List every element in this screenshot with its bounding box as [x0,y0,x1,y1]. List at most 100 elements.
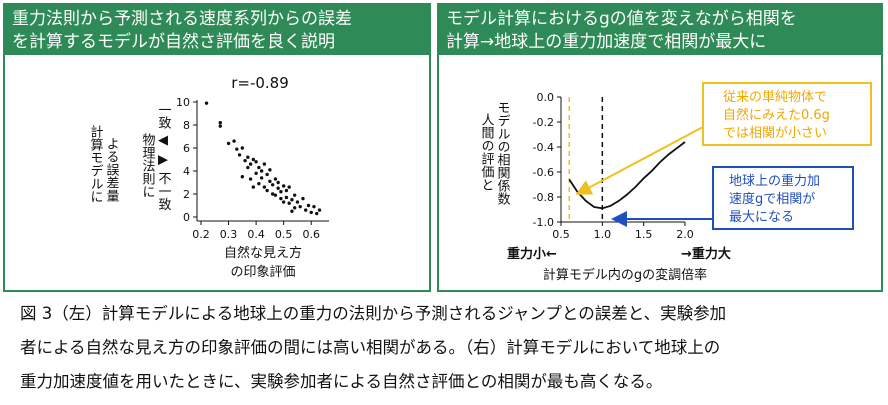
scatter-point [304,208,308,212]
scatter-point [281,200,286,204]
scatter-point [204,101,209,105]
left-panel: 重力法則から予測される速度系列からの誤差 を計算するモデルが自然さ評価を良く説明… [3,3,431,292]
scatter-point [251,157,256,162]
scatter-point [240,146,245,150]
left-title-line2: を計算するモデルが自然さ評価を良く説明 [12,32,335,52]
scatter-chart: r=-0.89 計算モデルに よる誤差量 物理法則に 一致 ◀ ▶ 不一致 0.… [88,74,329,280]
correlation-chart: 人間の評価と モデルの相関係数 0.5 1.0 1.5 2.0 0.0 -0.2 -0.4 -… [479,82,872,283]
scatter-point [265,188,269,193]
line-y-tick-label: -0.4 [533,141,554,154]
scatter-y-tick-label: 10 [176,96,190,109]
caption-line2: 者による自然な見え方の印象評価の間には高い相関がある。（右）計算モデルにおいて地… [20,338,721,357]
blue-annotation-line3: 最大になる [729,210,794,225]
left-panel-header: 重力法則から予測される速度系列からの誤差 を計算するモデルが自然さ評価を良く説明 [5,5,429,55]
scatter-x-tick-label: 0.5 [275,228,293,241]
left-x-label-line2: の印象評価 [230,265,295,280]
scatter-x-tick-label: 0.4 [247,228,265,241]
scatter-point [276,186,280,190]
scatter-point [287,201,291,205]
scatter-point [281,184,286,188]
left-title-line1: 重力法則から予測される速度系列からの誤差 [12,9,352,29]
scatter-y-tick-label: 6 [183,142,190,155]
scatter-y-tick-label: 0 [183,211,190,224]
scatter-points [204,101,322,216]
scatter-point [309,210,313,215]
left-y-label-outer-line1: 計算モデルに [88,124,104,203]
blue-annotation-box [712,166,854,230]
gravity-small-note: 重力小← [507,246,557,262]
left-y-label-outer-line2: よる誤差量 [104,137,120,202]
scatter-point [218,121,222,125]
left-y-label-outer: 計算モデルに よる誤差量 [88,124,120,203]
scatter-y-tick-label: 4 [183,165,190,178]
scatter-point [312,204,316,209]
scatter-point [292,206,297,210]
correlation-curve [568,141,686,210]
line-y-tick-label: -0.6 [533,166,554,179]
scatter-point [273,177,278,181]
yellow-arrow [575,126,704,195]
scatter-point [257,181,261,186]
line-series [568,141,686,210]
r-label: r=-0.89 [231,74,289,92]
right-title-line2: 計算→地球上の重力加速度で相関が最大に [446,32,767,52]
figure-caption: 図 3（左）計算モデルによる地球上の重力の法則から予測されるジャンプとの誤差と、… [20,297,880,399]
scatter-point [268,168,272,172]
scatter-point [218,124,222,128]
scatter-point [240,175,245,179]
scatter-point [268,179,272,184]
scatter-point [273,193,278,197]
caption-line1: 図 3（左）計算モデルによる地球上の重力の法則から予測されるジャンプとの誤差と、… [20,304,727,323]
scatter-point [270,183,275,187]
scatter-x-tick-label: 0.2 [192,228,210,241]
right-panel: モデル計算におけるgの値を変えながら相関を 計算→地球上の重力加速度で相関が最大… [437,3,883,292]
right-x-label: 計算モデル内のgの変調倍率 [543,267,707,283]
scatter-point [270,192,275,196]
right-y-label-line1: 人間の評価と [479,113,495,191]
scatter-point [279,190,283,194]
line-x-tick-label: 1.5 [635,228,653,241]
line-x-tick-label: 1.0 [594,228,612,241]
scatter-point [287,185,291,189]
line-y-tick-label: -0.2 [533,116,554,129]
scatter-point [298,204,302,209]
scatter-point [259,176,264,180]
scatter-point [290,198,294,202]
scatter-point [262,162,267,166]
scatter-point [306,203,311,208]
scatter-point [290,209,294,213]
scatter-point [243,158,247,163]
scatter-point [246,165,250,170]
scatter-point [317,208,322,212]
scatter-point [292,193,297,197]
line-x-tick-label: 0.5 [552,228,570,241]
scatter-x-tick-label: 0.6 [302,228,320,241]
caption-line3: 重力加速度値を用いたときに、実験参加者による自然さ評価との相関が最も高くなる。 [20,372,663,391]
yellow-annotation-line1: 従来の単純物体で [723,89,827,105]
scatter-y-tick-label: 2 [183,188,190,201]
line-y-tick-label: 0.0 [537,91,555,104]
left-y-label-inner-line2: 一致 ◀ ▶ 不一致 [156,103,172,211]
scatter-point [276,180,280,185]
scatter-point [246,155,250,159]
blue-annotation-line2: 速度gで相関が [729,191,815,207]
scatter-point [248,177,253,181]
right-y-label: 人間の評価と モデルの相関係数 [479,101,511,205]
scatter-axes: 0.2 0.3 0.4 0.5 0.6 0 2 4 6 8 10 [176,96,329,241]
right-title-line1: モデル計算におけるgの値を変えながら相関を [446,9,797,29]
line-x-tick-label: 2.0 [676,228,694,241]
yellow-annotation-box [702,82,872,146]
left-y-label-inner: 物理法則に 一致 ◀ ▶ 不一致 [140,103,172,211]
scatter-point [235,147,239,151]
scatter-point [315,211,319,216]
yellow-annotation-line2: 自然にみえた0.6g [723,107,830,123]
scatter-point [237,153,242,157]
line-axes: 0.5 1.0 1.5 2.0 0.0 -0.2 -0.4 -0.6 -0.8 -1.0 [533,91,694,241]
scatter-point [254,160,258,164]
scatter-point [232,139,236,143]
scatter-x-tick-label: 0.3 [220,228,238,241]
scatter-point [301,196,305,201]
blue-annotation-line1: 地球上の重力加 [729,173,820,189]
line-y-tick-label: -0.8 [533,191,554,204]
scatter-point [257,165,261,170]
